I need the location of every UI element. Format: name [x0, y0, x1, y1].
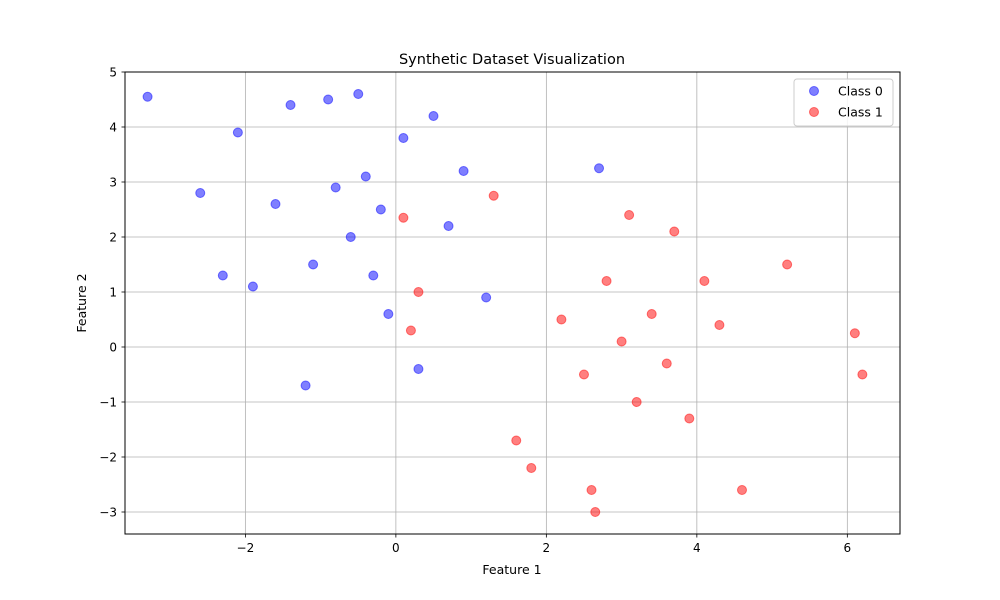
- point-class-0: [232, 127, 243, 138]
- y-tick-label: −1: [99, 396, 117, 410]
- y-tick-label: 4: [109, 121, 117, 135]
- x-tick-label: 6: [844, 541, 852, 555]
- point-class-0: [247, 281, 258, 292]
- point-class-1: [488, 190, 499, 201]
- point-class-1: [849, 328, 860, 339]
- point-class-1: [736, 485, 747, 495]
- legend-label-class-1: Class 1: [838, 105, 883, 120]
- point-class-0: [345, 232, 356, 242]
- point-class-1: [556, 314, 567, 325]
- point-class-0: [368, 270, 379, 281]
- point-class-0: [443, 221, 454, 231]
- point-class-1: [586, 485, 597, 495]
- legend-marker-class-0: [809, 86, 819, 96]
- plot-frame: [124, 71, 901, 535]
- point-class-0: [308, 259, 319, 270]
- point-class-0: [481, 292, 492, 303]
- point-class-1: [699, 276, 710, 286]
- point-class-1: [616, 336, 627, 347]
- y-tick-label: 5: [109, 66, 117, 80]
- point-class-0: [270, 199, 281, 209]
- legend: Class 0 Class 1: [793, 78, 894, 127]
- point-class-0: [353, 89, 364, 99]
- data-points: [142, 89, 868, 517]
- point-class-0: [142, 91, 153, 102]
- y-axis-label: Feature 2: [74, 273, 89, 332]
- y-tick-label: −3: [99, 506, 117, 520]
- point-class-1: [624, 210, 635, 220]
- point-class-0: [300, 380, 311, 391]
- point-class-1: [413, 287, 424, 297]
- x-tick-label: −2: [237, 541, 255, 555]
- point-class-0: [360, 171, 371, 182]
- point-class-1: [782, 259, 793, 270]
- point-class-0: [383, 309, 394, 319]
- point-class-1: [601, 276, 612, 286]
- point-class-0: [413, 364, 424, 374]
- y-tick-label: 1: [109, 286, 117, 300]
- x-tick-label: 4: [693, 541, 701, 555]
- y-tick-label: 0: [109, 341, 117, 355]
- axis-ticks: −2 0 2 4 6 −3 −2 −1 0 1 2 3 4 5: [99, 66, 851, 556]
- y-tick-label: 3: [109, 176, 117, 190]
- point-class-1: [714, 320, 725, 330]
- point-class-1: [631, 397, 642, 407]
- legend-label-class-0: Class 0: [838, 84, 883, 99]
- point-class-0: [594, 163, 605, 174]
- point-class-1: [661, 358, 672, 369]
- point-class-0: [458, 166, 469, 176]
- point-class-0: [195, 188, 206, 198]
- point-class-0: [217, 270, 228, 281]
- point-class-0: [428, 111, 439, 121]
- x-axis-label: Feature 1: [482, 562, 541, 577]
- point-class-1: [526, 463, 537, 473]
- point-class-1: [669, 226, 680, 237]
- grid-lines: [125, 71, 900, 534]
- point-class-1: [590, 507, 601, 517]
- point-class-1: [405, 325, 416, 336]
- x-tick-label: 0: [392, 541, 400, 555]
- point-class-1: [398, 212, 409, 223]
- point-class-0: [285, 100, 296, 110]
- point-class-0: [330, 182, 341, 193]
- point-class-1: [684, 413, 695, 424]
- point-class-1: [578, 369, 589, 380]
- point-class-0: [323, 94, 334, 105]
- y-tick-label: 2: [109, 231, 117, 245]
- chart-title: Synthetic Dataset Visualization: [399, 52, 625, 68]
- point-class-1: [511, 435, 522, 446]
- y-tick-label: −2: [99, 451, 117, 465]
- point-class-0: [398, 133, 409, 143]
- point-class-0: [375, 204, 386, 215]
- point-class-1: [646, 309, 657, 319]
- point-class-1: [857, 369, 868, 380]
- x-tick-label: 2: [543, 541, 551, 555]
- legend-marker-class-1: [809, 107, 819, 117]
